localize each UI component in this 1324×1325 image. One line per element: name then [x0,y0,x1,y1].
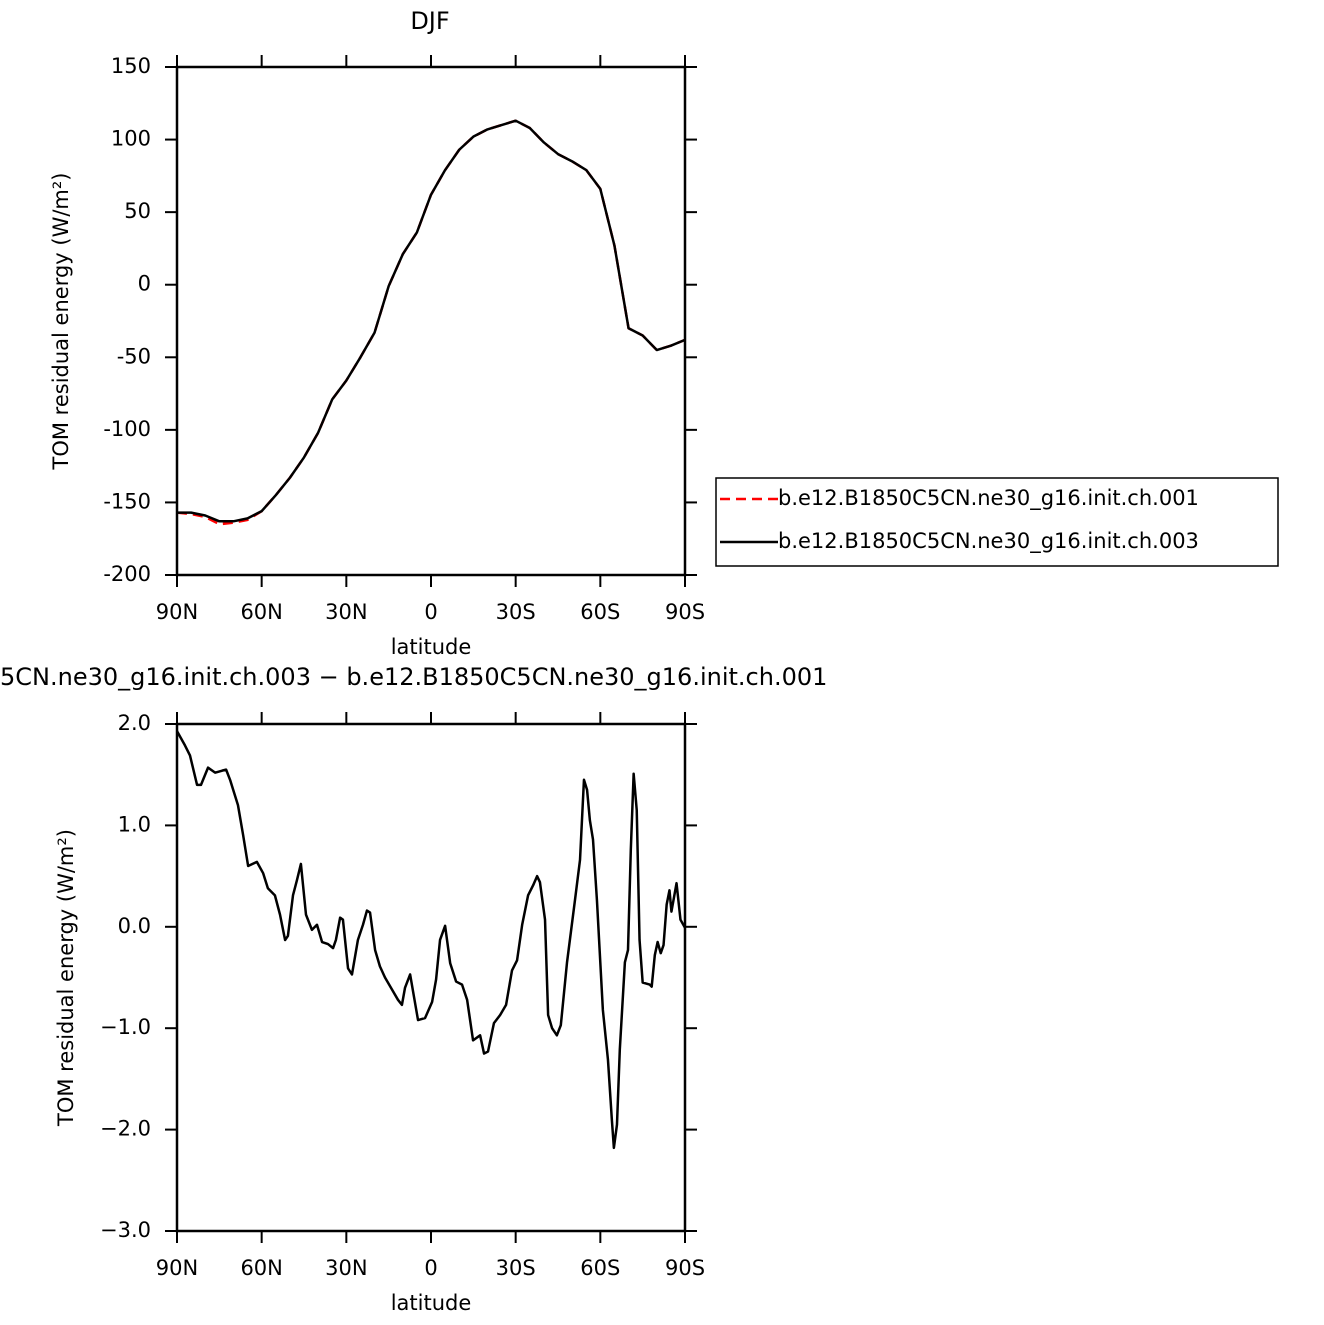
plot-frame [175,65,687,577]
y-tick-label: 50 [124,199,151,223]
x-tick-label: 90N [156,1256,198,1280]
y-tick-label: 2.0 [118,711,151,735]
x-tick-label: 90S [665,1256,705,1280]
chart-title: DJF [410,7,449,35]
y-tick-label: 100 [111,127,151,151]
chart-title: 5CN.ne30_g16.init.ch.003 − b.e12.B1850C5… [0,663,827,691]
y-tick-label: −2.0 [100,1117,151,1141]
data-line [177,119,686,523]
y-tick-label: 1.0 [118,812,151,836]
y-tick-label: 0 [138,272,151,296]
data-line [175,730,687,1150]
y-tick-label: 0.0 [118,914,151,938]
data-line [176,119,686,526]
y-tick-label: -200 [103,562,151,586]
x-axis-label: latitude [391,635,472,659]
x-tick-label: 0 [424,1256,437,1280]
legend-label: b.e12.B1850C5CN.ne30_g16.init.ch.003 [778,529,1199,554]
x-tick-label: 60N [240,600,282,624]
y-tick-label: −1.0 [100,1015,151,1039]
legend-label: b.e12.B1850C5CN.ne30_g16.init.ch.001 [778,486,1199,511]
x-tick-label: 30N [325,1256,367,1280]
x-tick-label: 90S [665,600,705,624]
y-tick-label: -100 [103,417,151,441]
legend-box [715,477,1279,567]
y-axis-label: TOM residual energy (W/m²) [49,173,73,471]
x-tick-label: 30N [325,600,367,624]
x-tick-label: 30S [496,600,536,624]
y-tick-label: −3.0 [100,1218,151,1242]
x-tick-label: 90N [156,600,198,624]
y-tick-label: -150 [103,489,151,513]
x-tick-label: 60N [240,1256,282,1280]
y-tick-label: -50 [117,344,151,368]
x-tick-label: 30S [496,1256,536,1280]
y-axis-label: TOM residual energy (W/m²) [54,829,78,1127]
x-tick-label: 60S [580,1256,620,1280]
x-tick-label: 0 [424,600,437,624]
x-axis-label: latitude [391,1291,472,1315]
x-tick-label: 60S [580,600,620,624]
y-tick-label: 150 [111,54,151,78]
plot-frame [175,722,687,1233]
